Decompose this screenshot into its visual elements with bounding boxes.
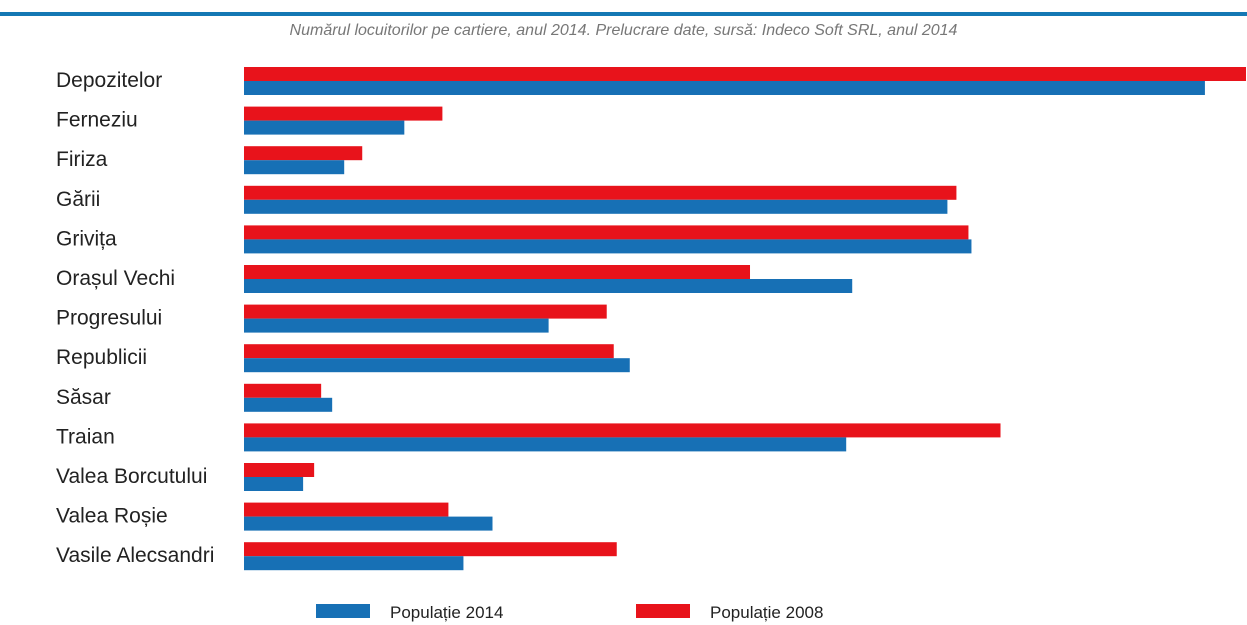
legend-label: Populație 2008 xyxy=(710,603,823,622)
legend-swatch xyxy=(636,604,690,618)
bar-2008 xyxy=(244,383,322,398)
bar-2008 xyxy=(244,344,614,359)
bar-2008 xyxy=(244,304,607,319)
category-label: Firiza xyxy=(56,148,108,171)
bar-2008 xyxy=(244,185,957,200)
bar-2008 xyxy=(244,542,617,557)
bar-2008 xyxy=(244,265,751,279)
category-label: Săsar xyxy=(56,386,111,409)
bar-2008 xyxy=(244,225,969,240)
bar-2014 xyxy=(244,279,853,293)
category-label: Depozitelor xyxy=(56,69,162,92)
bar-2014 xyxy=(244,120,405,135)
bar-2014 xyxy=(244,239,972,254)
top-accent-rule xyxy=(0,12,1247,16)
category-label: Gării xyxy=(56,188,100,211)
bar-2014 xyxy=(244,358,630,373)
category-label: Ferneziu xyxy=(56,109,138,132)
bar-2008 xyxy=(244,106,443,121)
legend-swatch xyxy=(316,604,370,618)
bar-2014 xyxy=(244,160,345,175)
category-label: Progresului xyxy=(56,307,162,330)
bar-2014 xyxy=(244,199,948,214)
chart-subtitle: Numărul locuitorilor pe cartiere, anul 2… xyxy=(289,22,958,39)
bar-2008 xyxy=(244,502,449,517)
bar-2008 xyxy=(244,423,1001,438)
bar-2014 xyxy=(244,397,333,412)
bar-2008 xyxy=(244,67,1246,81)
bar-2014 xyxy=(244,516,493,531)
bar-2014 xyxy=(244,81,1205,95)
category-label: Valea Borcutului xyxy=(56,465,207,488)
bar-2008 xyxy=(244,146,363,161)
bar-2014 xyxy=(244,556,464,571)
category-label: Vasile Alecsandri xyxy=(56,544,214,567)
category-label: Republicii xyxy=(56,346,147,369)
bar-2014 xyxy=(244,437,847,452)
category-label: Orașul Vechi xyxy=(56,267,175,290)
legend-label: Populație 2014 xyxy=(390,603,503,622)
category-label: Grivița xyxy=(56,227,117,250)
category-label: Valea Roșie xyxy=(56,505,168,528)
bar-2008 xyxy=(244,463,315,477)
category-label: Traian xyxy=(56,425,115,448)
bar-2014 xyxy=(244,318,549,333)
bar-2014 xyxy=(244,477,304,491)
